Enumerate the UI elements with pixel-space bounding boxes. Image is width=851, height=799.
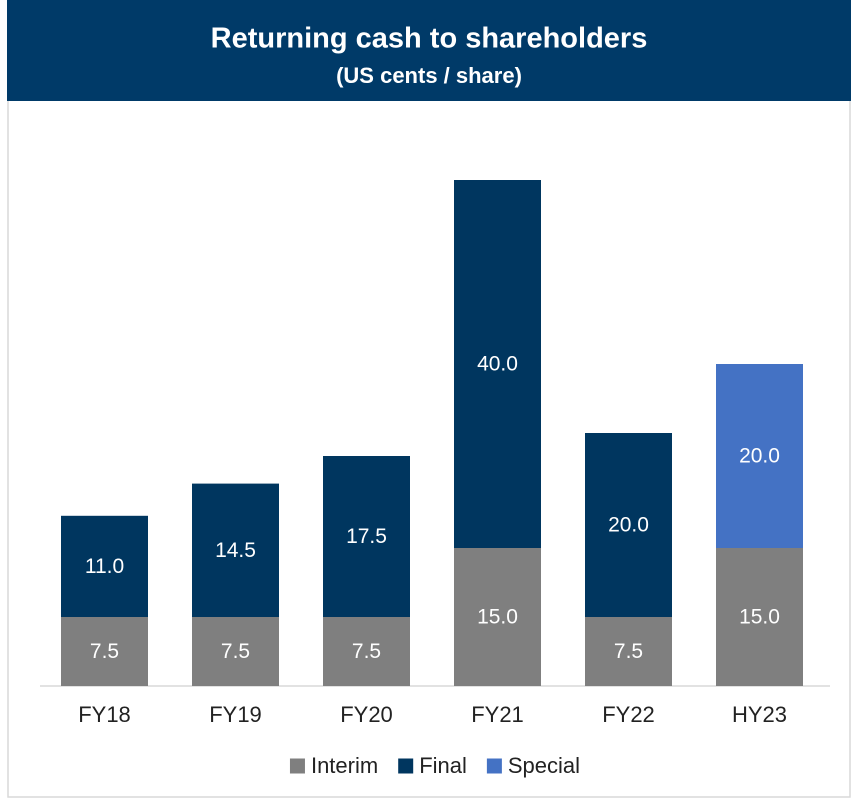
- value-label: 20.0: [739, 445, 780, 468]
- value-label: 14.5: [215, 539, 256, 562]
- value-label: 7.5: [614, 640, 643, 663]
- bar-segment: [454, 180, 541, 548]
- value-label: 17.5: [346, 525, 387, 548]
- chart-title: Returning cash to shareholders: [211, 23, 648, 55]
- header-band: [7, 0, 851, 101]
- x-tick-label: FY21: [471, 702, 524, 727]
- chart-subtitle: (US cents / share): [336, 63, 522, 88]
- bar-segment: [192, 483, 279, 617]
- bar-segment: [716, 548, 803, 686]
- value-label: 7.5: [90, 640, 119, 663]
- value-label: 11.0: [85, 555, 124, 578]
- bar-segment: [323, 617, 410, 686]
- bar-segment: [585, 433, 672, 617]
- value-label: 15.0: [739, 606, 780, 629]
- bar-segment: [454, 548, 541, 686]
- legend-swatch: [486, 758, 502, 774]
- x-tick-label: FY19: [209, 702, 262, 727]
- legend-label: Special: [508, 753, 580, 778]
- bar-segment: [716, 364, 803, 548]
- x-tick-label: FY18: [78, 702, 131, 727]
- value-label: 20.0: [608, 514, 649, 537]
- legend-label: Final: [419, 753, 467, 778]
- value-label: 15.0: [477, 606, 518, 629]
- bar-segment: [61, 515, 148, 617]
- value-label: 7.5: [221, 640, 250, 663]
- bar-segment: [192, 617, 279, 686]
- x-tick-label: FY20: [340, 702, 393, 727]
- x-tick-label: HY23: [732, 702, 787, 727]
- legend-swatch: [398, 758, 414, 774]
- value-label: 40.0: [477, 353, 518, 376]
- bar-segment: [585, 617, 672, 686]
- bar-segment: [323, 456, 410, 617]
- legend-swatch: [289, 758, 305, 774]
- x-tick-label: FY22: [602, 702, 655, 727]
- value-label: 7.5: [352, 640, 381, 663]
- legend-label: Interim: [311, 753, 378, 778]
- bar-segment: [61, 617, 148, 686]
